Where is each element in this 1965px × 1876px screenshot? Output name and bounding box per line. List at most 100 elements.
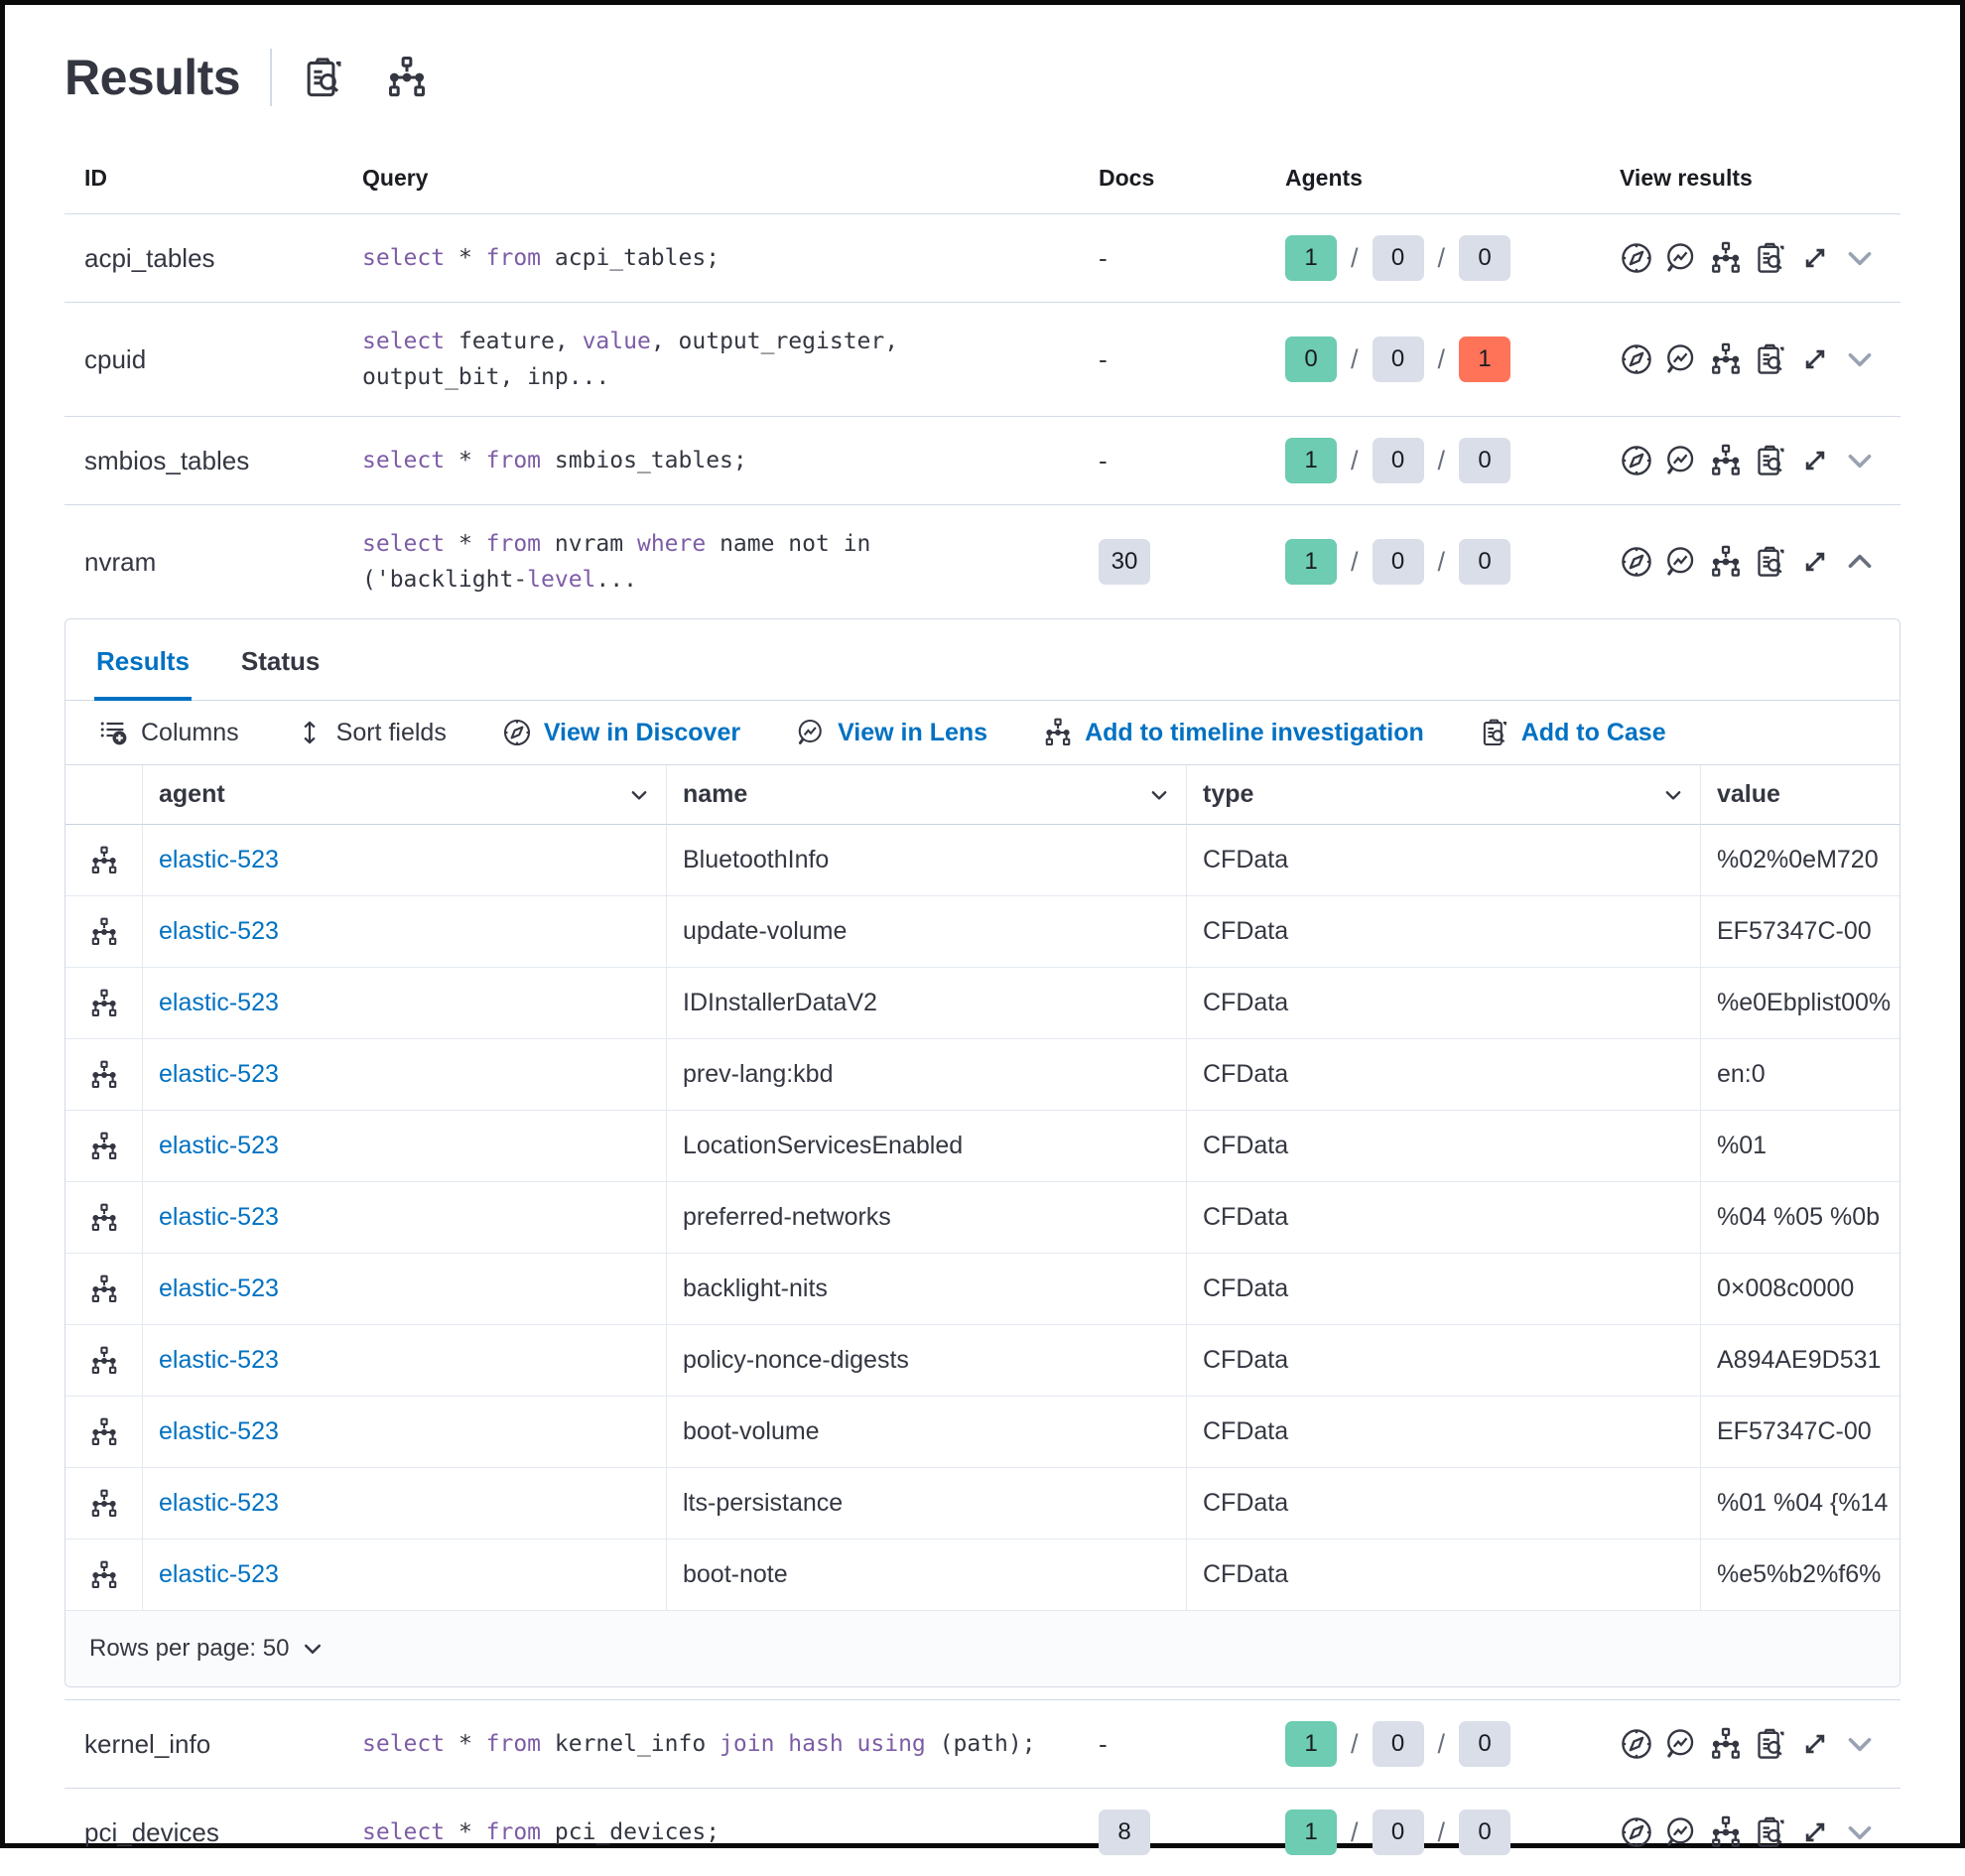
toolbar-columns[interactable]: Columns [99,718,239,747]
toolbar-add-to-case[interactable]: Add to Case [1480,718,1666,747]
table-row: elastic-523 boot-note CFData %e5%b2%f6% [66,1540,1900,1611]
discover-icon[interactable] [1620,1727,1653,1761]
query-sql: select feature, value, output_register, … [362,324,1077,395]
docs-empty: - [1099,343,1108,374]
agent-link[interactable]: elastic-523 [159,1203,279,1231]
discover-icon[interactable] [1620,342,1653,376]
discover-icon[interactable] [1620,545,1653,579]
inspect-case-icon[interactable] [302,56,345,99]
case-icon[interactable] [1754,545,1787,579]
agent-link[interactable]: elastic-523 [159,1560,279,1588]
expanded-results-panel: Results Status Columns Sort fields View in … [65,618,1900,1687]
agents-status: 1 / 0 / 0 [1186,235,1583,281]
page-header: Results [65,49,1900,106]
lens-icon[interactable] [1664,241,1698,275]
tab-results[interactable]: Results [94,619,192,701]
cell-name: boot-volume [667,1397,1187,1468]
grid-column-header-agent[interactable]: agent [143,765,667,825]
timeline-icon[interactable] [89,989,119,1018]
cell-type: CFData [1187,896,1701,968]
toolbar-sort-fields[interactable]: Sort fields [295,718,447,747]
agent-link[interactable]: elastic-523 [159,1489,279,1517]
tab-status[interactable]: Status [240,646,321,676]
sql-text: pci_devices; [541,1819,720,1845]
timeline-icon[interactable] [89,1203,119,1233]
chevron-down-icon[interactable] [1843,1815,1877,1849]
chevron-down-icon[interactable] [628,784,650,806]
lens-icon[interactable] [1664,342,1698,376]
chevron-down-icon[interactable] [1148,784,1170,806]
grid-column-label: value [1717,780,1780,808]
timeline-icon[interactable] [89,1346,119,1376]
chevron-down-icon[interactable] [1843,444,1877,477]
expand-icon[interactable] [1798,1727,1832,1761]
lens-icon[interactable] [1664,545,1698,579]
timeline-icon[interactable] [89,846,119,875]
lens-icon[interactable] [1664,444,1698,477]
discover-icon[interactable] [1620,241,1653,275]
expand-icon[interactable] [1798,1815,1832,1849]
toolbar-view-in-lens[interactable]: View in Lens [796,718,987,747]
case-icon[interactable] [1754,241,1787,275]
cell-name: preferred-networks [667,1182,1187,1254]
sort-icon [295,718,325,747]
timeline-icon[interactable] [89,1132,119,1161]
agent-link[interactable]: elastic-523 [159,917,279,945]
timeline-icon[interactable] [1709,241,1743,275]
expand-icon[interactable] [1798,444,1832,477]
query-sql: select * from acpi_tables; [362,240,1077,276]
table-row: elastic-523 update-volume CFData EF57347C-0… [66,896,1900,968]
grid-column-header-value[interactable]: value [1701,765,1900,825]
rows-per-page[interactable]: Rows per page: 50 [89,1635,290,1662]
expand-icon[interactable] [1798,342,1832,376]
timeline-icon[interactable] [89,1417,119,1447]
case-icon[interactable] [1754,444,1787,477]
view-results-actions [1583,1727,1900,1761]
expand-icon[interactable] [1798,241,1832,275]
case-icon[interactable] [1754,1727,1787,1761]
timeline-icon[interactable] [1709,444,1743,477]
timeline-icon[interactable] [1709,342,1743,376]
column-header-id: ID [84,164,107,191]
toolbar-view-in-discover[interactable]: View in Discover [502,718,740,747]
timeline-icon[interactable] [89,1489,119,1519]
agent-link[interactable]: elastic-523 [159,1132,279,1159]
view-results-actions [1583,241,1900,275]
timeline-icon[interactable] [1709,1727,1743,1761]
chevron-down-icon[interactable] [1843,342,1877,376]
query-sql: select * from smbios_tables; [362,443,1077,478]
agent-link[interactable]: elastic-523 [159,1346,279,1374]
agent-link[interactable]: elastic-523 [159,846,279,873]
query-row: acpi_tables select * from acpi_tables; -1/… [65,213,1900,302]
case-icon[interactable] [1754,1815,1787,1849]
expand-icon[interactable] [1798,545,1832,579]
agent-link[interactable]: elastic-523 [159,989,279,1016]
case-icon[interactable] [1754,342,1787,376]
discover-icon[interactable] [1620,1815,1653,1849]
docs-count: - [1077,243,1186,274]
sql-keyword: select [362,531,446,557]
timeline-icon[interactable] [1709,545,1743,579]
timeline-icon[interactable] [385,56,429,99]
timeline-icon[interactable] [89,1274,119,1304]
docs-count: - [1077,344,1186,375]
chevron-down-icon[interactable] [301,1637,325,1661]
lens-icon[interactable] [1664,1727,1698,1761]
cell-name: lts-persistance [667,1468,1187,1540]
chevron-up-icon[interactable] [1843,545,1877,579]
grid-column-header-name[interactable]: name [667,765,1187,825]
grid-column-header-type[interactable]: type [1187,765,1701,825]
lens-icon[interactable] [1664,1815,1698,1849]
chevron-down-icon[interactable] [1843,241,1877,275]
timeline-icon[interactable] [89,1560,119,1590]
toolbar-add-to-timeline-investigation[interactable]: Add to timeline investigation [1043,718,1424,747]
agent-link[interactable]: elastic-523 [159,1274,279,1302]
agent-link[interactable]: elastic-523 [159,1417,279,1445]
timeline-icon[interactable] [1709,1815,1743,1849]
timeline-icon[interactable] [89,1060,119,1090]
discover-icon[interactable] [1620,444,1653,477]
agent-link[interactable]: elastic-523 [159,1060,279,1088]
timeline-icon[interactable] [89,917,119,947]
chevron-down-icon[interactable] [1662,784,1684,806]
chevron-down-icon[interactable] [1843,1727,1877,1761]
